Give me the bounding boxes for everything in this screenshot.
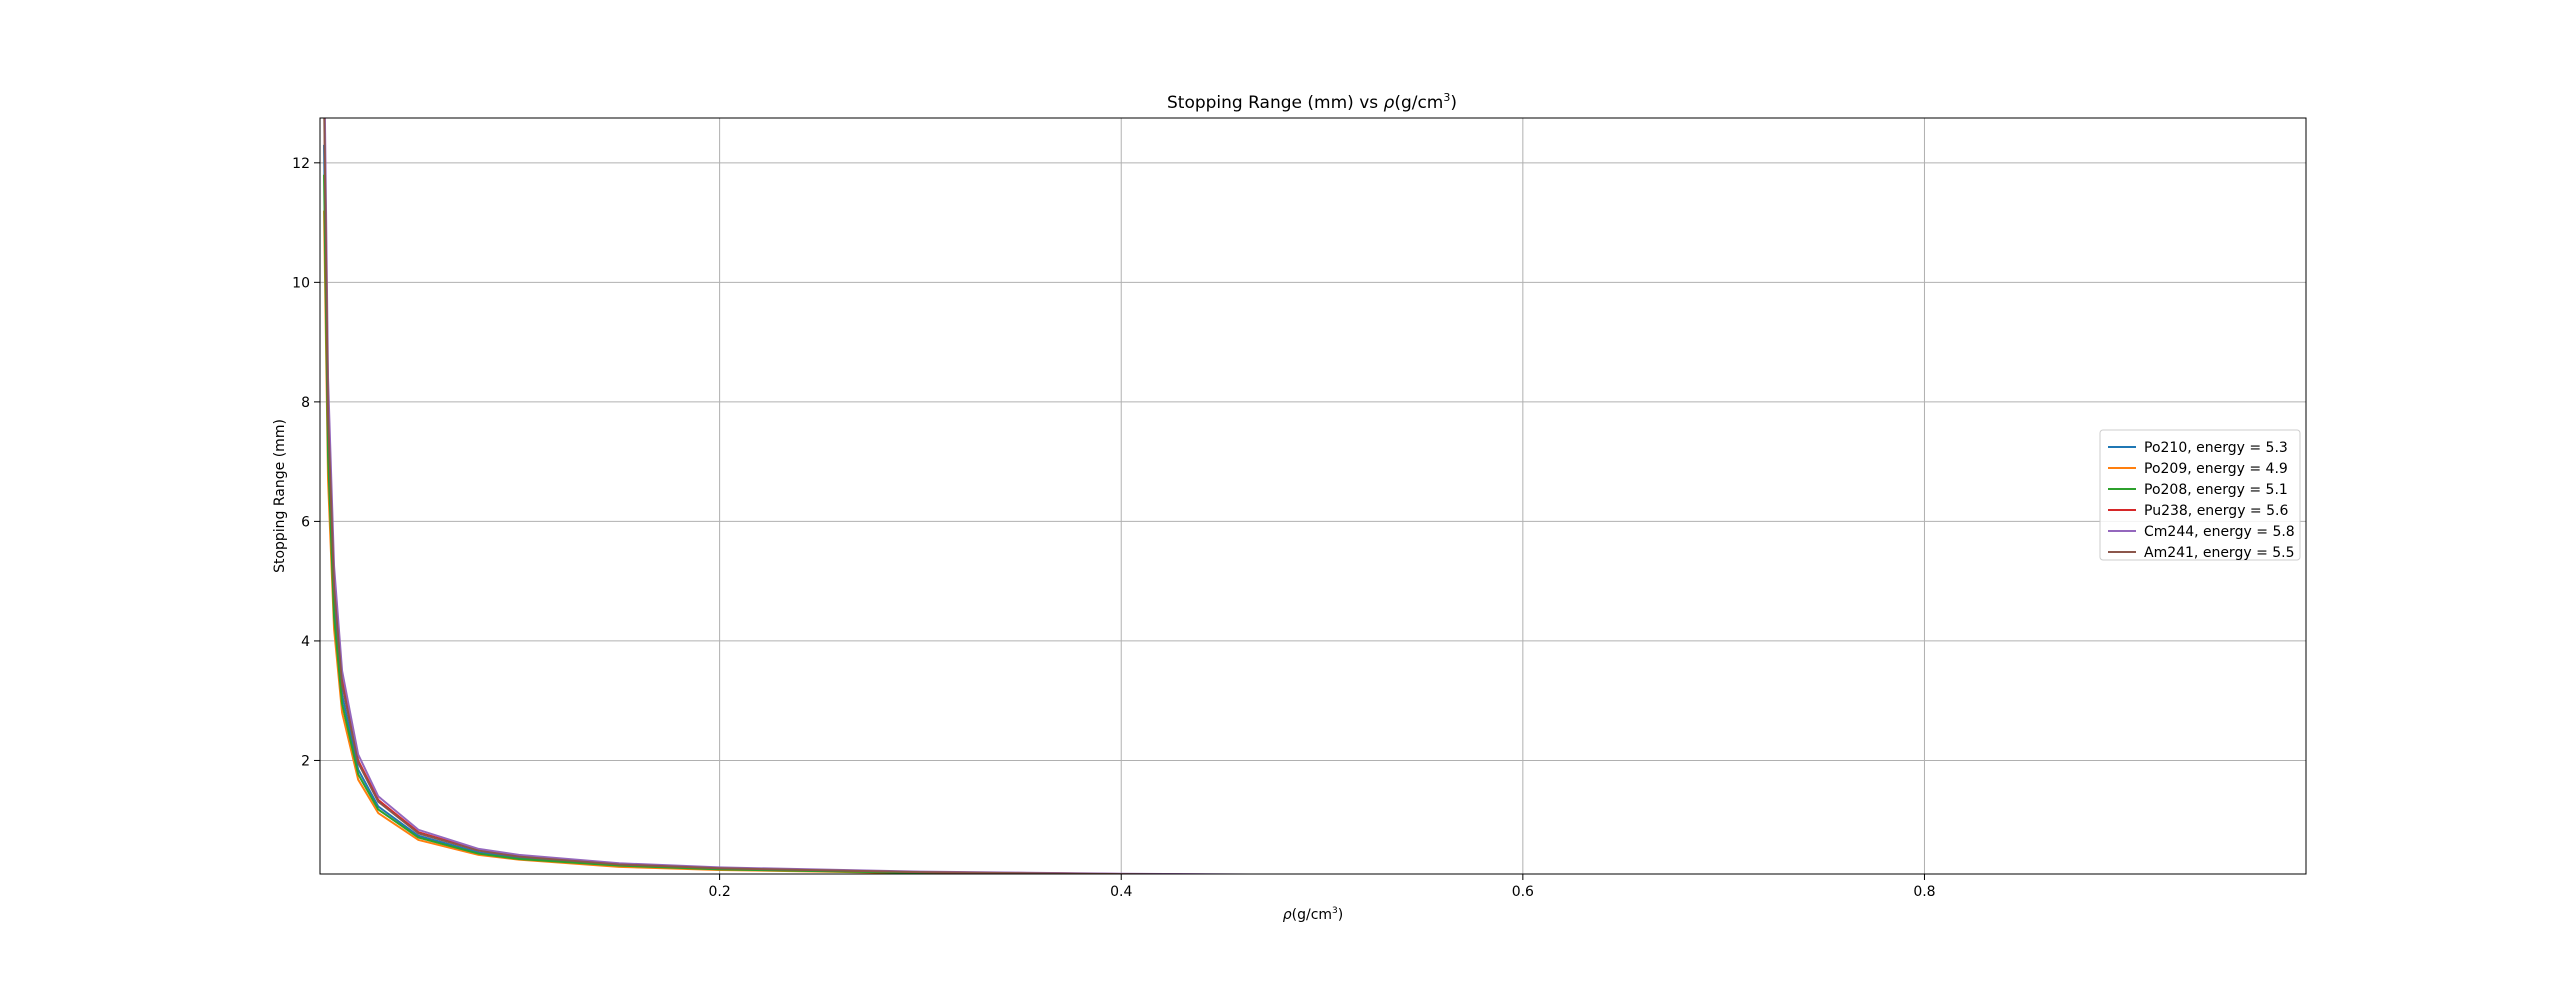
y-tick-label: 12 bbox=[292, 156, 310, 172]
xlabel-superscript: 3 bbox=[1332, 906, 1338, 916]
x-tick-label: 0.6 bbox=[1512, 884, 1534, 900]
title-text: Stopping Range (mm) vs bbox=[1167, 93, 1384, 113]
y-tick-label: 6 bbox=[301, 514, 310, 530]
legend-label: Cm244, energy = 5.8 bbox=[2144, 524, 2295, 540]
xlabel-unit: (g/cm bbox=[1292, 907, 1332, 923]
legend-label: Po210, energy = 5.3 bbox=[2144, 440, 2288, 456]
legend-label: Po208, energy = 5.1 bbox=[2144, 482, 2288, 498]
y-axis-label: Stopping Range (mm) bbox=[272, 419, 288, 573]
legend-label: Po209, energy = 4.9 bbox=[2144, 461, 2288, 477]
legend-label: Pu238, energy = 5.6 bbox=[2144, 503, 2288, 519]
plot-frame bbox=[319, 117, 2307, 875]
legend-label: Am241, energy = 5.5 bbox=[2144, 545, 2295, 561]
chart-title: Stopping Range (mm) vs ρ(g/cm3) bbox=[1167, 91, 1457, 113]
legend: Po210, energy = 5.3 Po209, energy = 4.9 Po… bbox=[2099, 429, 2301, 561]
series-line-5 bbox=[323, 118, 1332, 874]
x-tick-label: 0.2 bbox=[708, 884, 730, 900]
x-tick-label: 0.8 bbox=[1913, 884, 1935, 900]
title-superscript: 3 bbox=[1443, 91, 1450, 104]
y-tick-label: 8 bbox=[301, 395, 310, 411]
legend-box bbox=[2099, 429, 2301, 561]
xlabel-close: ) bbox=[1338, 907, 1343, 923]
y-tick-label: 4 bbox=[301, 634, 310, 650]
series-lines bbox=[323, 118, 1332, 874]
grid-lines bbox=[320, 118, 2306, 874]
series-line-6 bbox=[323, 118, 1270, 874]
x-axis-label: ρ(g/cm3) bbox=[1283, 906, 1344, 923]
title-rho: ρ bbox=[1384, 93, 1395, 113]
y-tick-label: 10 bbox=[292, 275, 310, 291]
series-line-3 bbox=[323, 174, 1186, 874]
title-close: ) bbox=[1450, 93, 1457, 113]
xlabel-rho: ρ bbox=[1283, 907, 1292, 923]
axis-ticks: 0.2 0.4 0.6 0.8 2 4 6 8 10 12 bbox=[292, 156, 1935, 900]
series-line-1 bbox=[323, 144, 1219, 874]
y-tick-label: 2 bbox=[301, 753, 310, 769]
series-line-4 bbox=[323, 118, 1289, 874]
title-unit: (g/cm bbox=[1394, 93, 1443, 113]
series-line-2 bbox=[323, 210, 1130, 874]
x-tick-label: 0.4 bbox=[1110, 884, 1132, 900]
